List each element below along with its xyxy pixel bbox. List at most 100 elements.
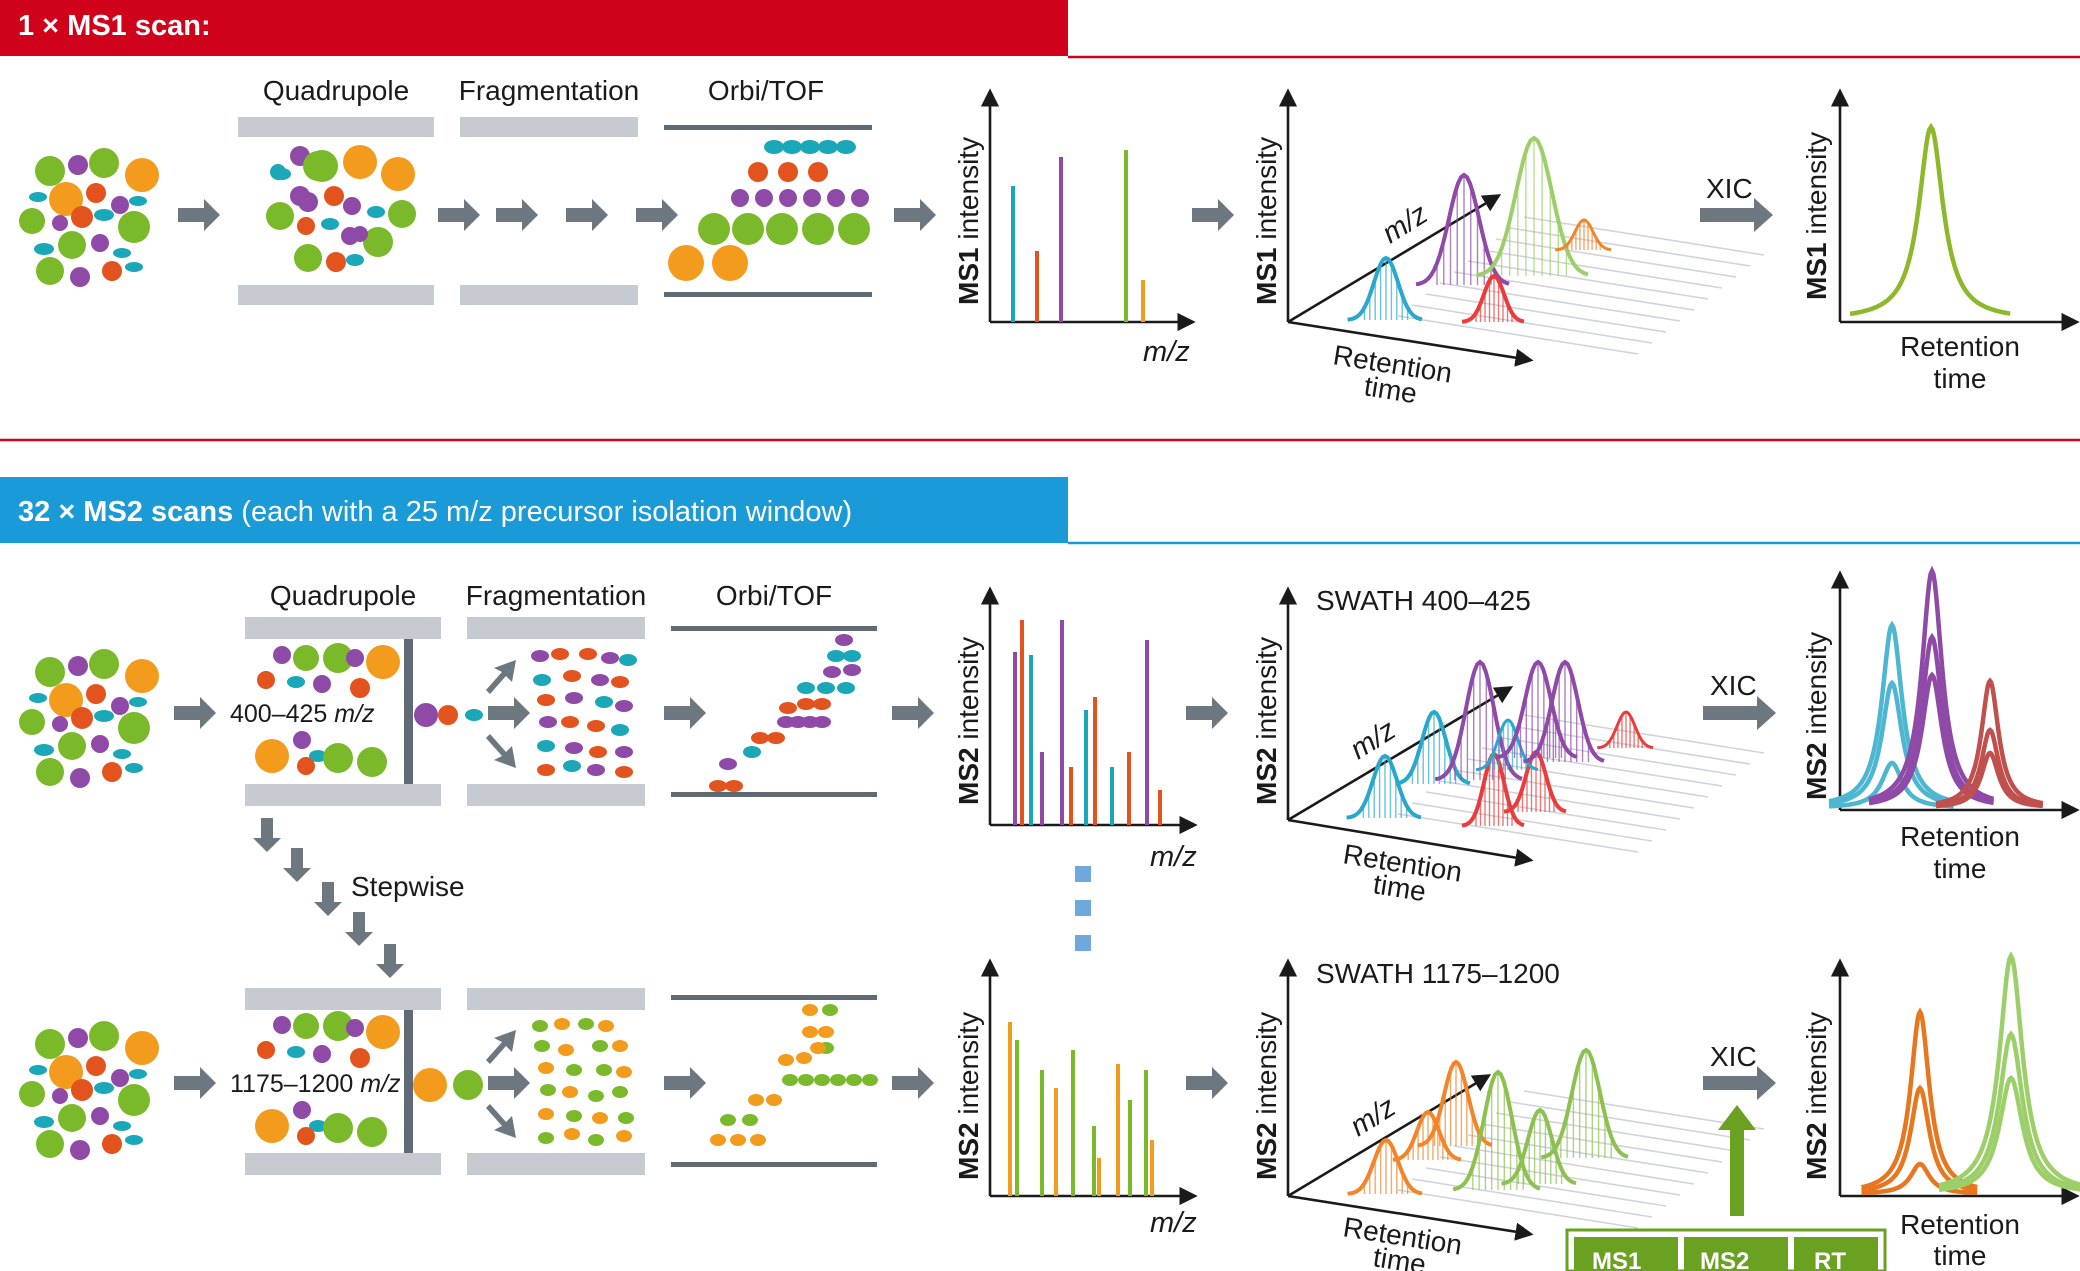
flow-arrow [376, 944, 404, 978]
swath-chromatogram-bottom: SWATH 1175–1200 MS2 intensity m/z Retent… [1251, 958, 1765, 1271]
ion [719, 758, 737, 770]
ion [782, 140, 802, 154]
ms2-banner-text: 32 × MS2 scans (each with a 25 m/z precu… [18, 496, 852, 528]
ion [751, 732, 769, 744]
flow-arrow [253, 818, 281, 852]
ion [836, 140, 856, 154]
ion [835, 634, 853, 646]
window-bottom: 1175–1200 m/z [230, 1070, 401, 1098]
spectrum-peak [1150, 1140, 1154, 1196]
ion [49, 683, 83, 717]
swath-bottom-ylabel: MS2 intensity [1251, 1012, 1282, 1180]
xic-trace [1935, 750, 2043, 809]
flow-arrow [1186, 697, 1228, 729]
ion [35, 156, 65, 186]
xic-trace [1935, 677, 2044, 806]
ion [827, 189, 845, 207]
ms2-xic-ylabel: MS2 intensity [1801, 1012, 1832, 1180]
peak [1347, 1137, 1423, 1196]
ion [778, 1054, 794, 1066]
ion [838, 213, 870, 245]
ion [565, 742, 583, 754]
ion [564, 1128, 580, 1140]
ion [558, 1044, 574, 1056]
xic-label: XIC [1710, 670, 1757, 701]
more-windows-ellipsis [1075, 866, 1091, 951]
ion [837, 682, 855, 694]
xic-trace [1849, 122, 2011, 317]
ion [611, 724, 629, 736]
ion [89, 1021, 119, 1051]
fragmentation-ms2-top: Fragmentation [466, 580, 646, 806]
ion [827, 650, 845, 662]
ion [129, 196, 147, 206]
grid-line [1523, 216, 1765, 256]
ms1-banner-text: 1 × MS1 scan: [18, 10, 211, 42]
flow-arrow [283, 848, 311, 882]
ion [29, 192, 47, 202]
ms1-spectrum: MS1 intensity m/z [953, 88, 1196, 368]
swath-top-ylabel: MS2 intensity [1251, 637, 1282, 805]
ion [257, 671, 275, 689]
ms1-xic-rt1: Retention [1900, 331, 2020, 362]
ion [343, 145, 377, 179]
quadrupole-label: Quadrupole [263, 75, 409, 106]
ion [313, 675, 331, 693]
flow-arrow [174, 1067, 216, 1099]
flow-arrow [892, 1067, 934, 1099]
ion [71, 206, 93, 228]
ion [720, 1114, 736, 1126]
ion [767, 732, 785, 744]
ion [111, 1069, 129, 1087]
ion [118, 1084, 150, 1116]
ms2-panel: 32 × MS2 scans (each with a 25 m/z precu… [0, 477, 2080, 1271]
ion [748, 1094, 764, 1106]
ion [125, 158, 159, 192]
ion [86, 183, 106, 203]
ion [710, 1134, 726, 1146]
ion [817, 682, 835, 694]
ion [118, 211, 150, 243]
ion [566, 1110, 582, 1122]
ms2-xic-rt2: time [1934, 1240, 1987, 1271]
ion [818, 140, 838, 154]
ion [755, 189, 773, 207]
ion [326, 252, 346, 272]
ion [595, 696, 613, 708]
ion [561, 716, 579, 728]
xic-trace [1828, 620, 1955, 804]
ion [297, 757, 315, 775]
ms2-xic-rt1: Retention [1900, 1209, 2020, 1240]
ion [843, 664, 861, 676]
ms2-xic-top: XIC MS2 intensity Retention time [1703, 565, 2080, 884]
flow-arrow [314, 882, 342, 916]
grid-line [1467, 1134, 1709, 1174]
ion [438, 705, 458, 725]
flow-arrow [486, 1030, 516, 1064]
ion [323, 1113, 353, 1143]
spectrum-peak [1127, 752, 1131, 825]
grid-line [1397, 1189, 1639, 1229]
peak [1503, 749, 1567, 814]
ion [750, 1134, 766, 1146]
ms2-spectrum-ylabel: MS2 intensity [953, 1012, 984, 1180]
ion [36, 257, 64, 285]
ion [578, 1018, 594, 1030]
ms2-xic-ylabel: MS2 intensity [1801, 632, 1832, 800]
peak [1523, 659, 1605, 764]
ion [102, 1134, 122, 1154]
xic-trace [1860, 1007, 1978, 1190]
flow-arrow [438, 199, 480, 231]
ion [764, 140, 784, 154]
spectrum-peak [1084, 710, 1088, 825]
ion [366, 645, 400, 679]
ion [808, 162, 828, 182]
ion [862, 1074, 878, 1086]
ion [532, 1020, 548, 1032]
peak [1392, 1109, 1462, 1162]
ion [68, 1028, 88, 1048]
ion [712, 245, 748, 281]
spectrum-peak [1071, 1050, 1075, 1196]
ion [818, 1026, 834, 1038]
swath-top-title: SWATH 400–425 [1316, 585, 1531, 616]
